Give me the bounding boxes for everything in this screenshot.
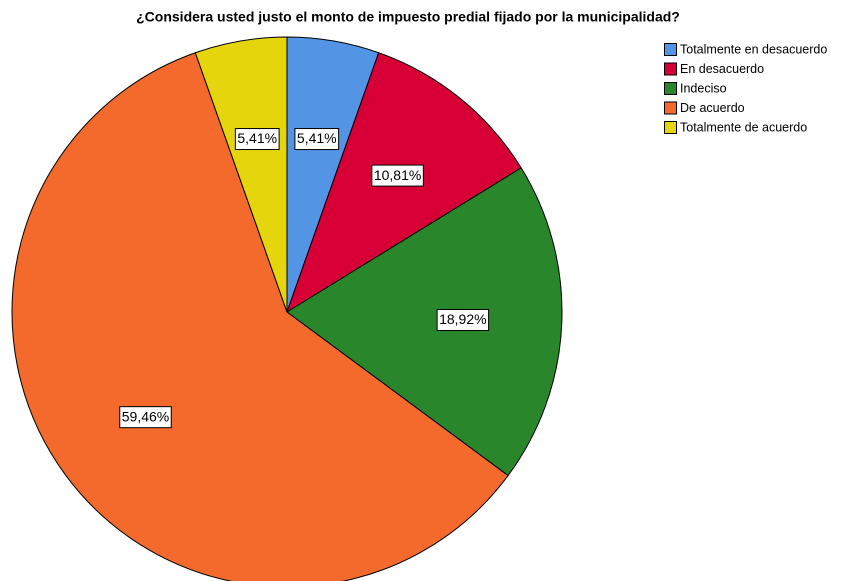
data-label-box: [436, 308, 490, 331]
legend-label: Totalmente en desacuerdo: [680, 42, 827, 56]
data-label-text: 5,41%: [237, 130, 277, 146]
data-label-box: [119, 406, 172, 429]
data-label-box: [294, 128, 340, 151]
data-label: 10,81%: [371, 164, 424, 187]
data-label: 18,92%: [436, 308, 490, 331]
legend-label: De acuerdo: [680, 101, 745, 115]
legend-swatch: [664, 43, 677, 56]
legend-label: En desacuerdo: [680, 62, 764, 76]
pie-slice: [286, 167, 563, 477]
data-label: 5,41%: [234, 128, 280, 151]
legend-swatch: [664, 82, 677, 95]
data-label-text: 18,92%: [439, 311, 486, 327]
data-label: 5,41%: [294, 128, 340, 151]
data-label-box: [234, 128, 280, 151]
legend-swatch: [664, 101, 677, 115]
legend-swatch: [664, 62, 677, 76]
pie-slice: [194, 36, 288, 313]
data-label-text: 5,41%: [297, 130, 337, 146]
chart-title: ¿Considera usted justo el monto de impue…: [136, 9, 680, 25]
data-label-text: 10,81%: [374, 167, 421, 183]
pie-slice: [11, 52, 509, 581]
data-label-text: 59,46%: [122, 408, 169, 424]
data-label-box: [371, 164, 424, 187]
legend-label: Indeciso: [680, 81, 727, 95]
legend-label: Totalmente de acuerdo: [680, 120, 807, 134]
legend-swatch: [664, 121, 677, 134]
data-label: 59,46%: [119, 406, 172, 429]
